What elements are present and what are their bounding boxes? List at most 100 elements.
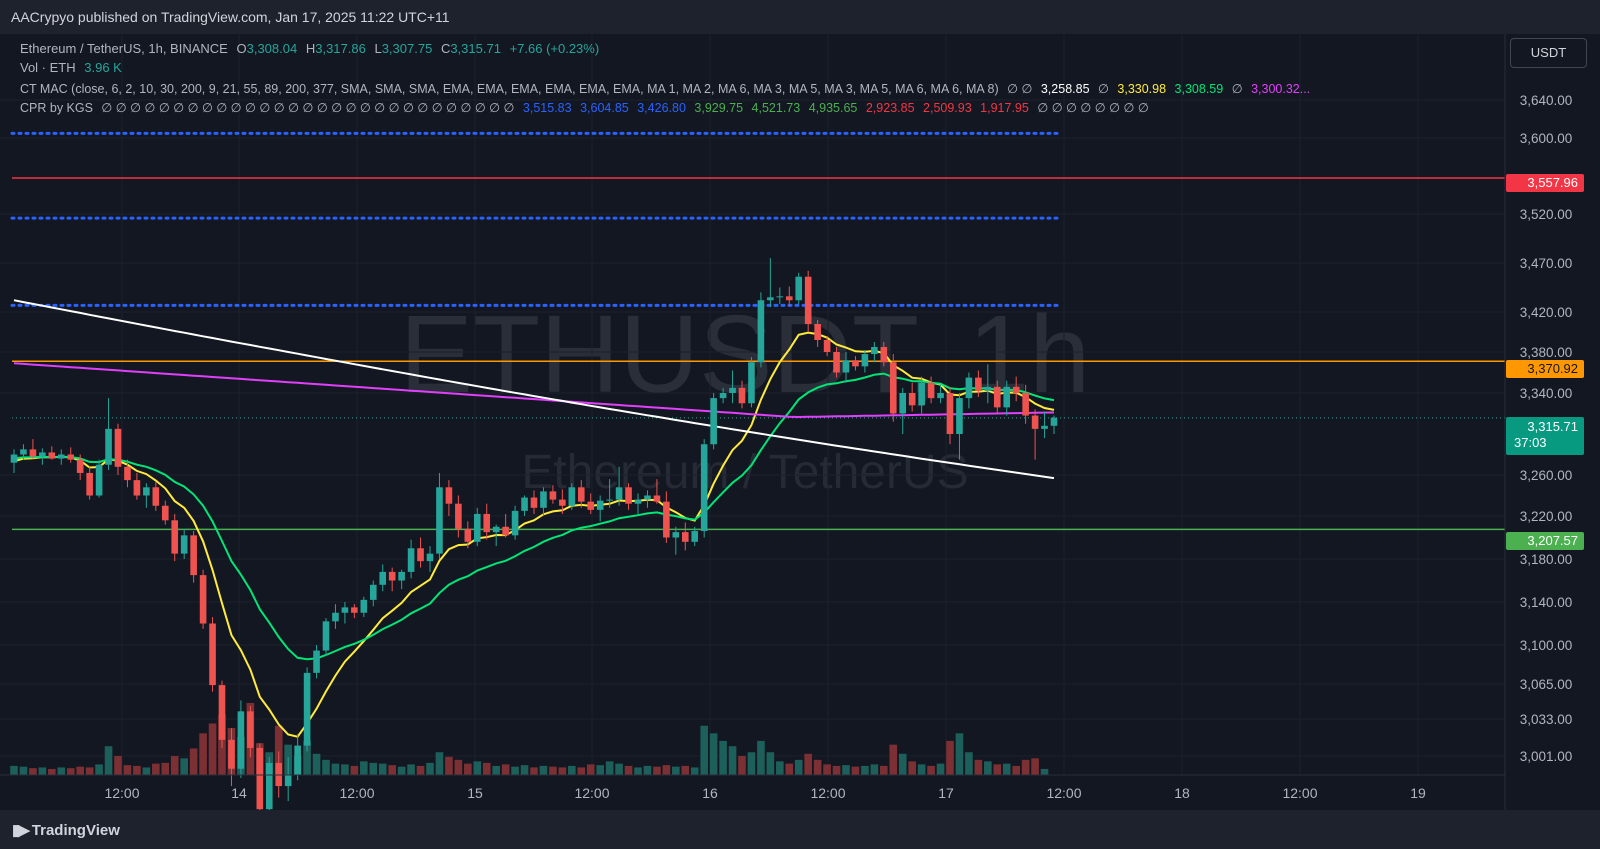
- volume-bar: [341, 764, 349, 775]
- candle: [880, 342, 888, 367]
- tv-logo-icon: ▮▶: [12, 822, 30, 839]
- candle: [39, 448, 46, 465]
- candle: [256, 743, 264, 810]
- candle: [218, 680, 226, 748]
- volume-bar: [76, 766, 84, 775]
- candle: [1041, 411, 1048, 439]
- cpr-na-values-2: ∅ ∅ ∅ ∅ ∅ ∅ ∅ ∅: [1037, 101, 1149, 115]
- candle: [663, 491, 670, 543]
- volume-bar: [1021, 759, 1030, 775]
- volume-bar: [672, 766, 680, 775]
- candle: [587, 493, 595, 514]
- candle: [379, 564, 387, 592]
- candle: [823, 336, 831, 357]
- candle: [10, 449, 18, 473]
- ma-na-value-2: ∅: [1231, 82, 1243, 96]
- candle: [1031, 409, 1039, 460]
- candle: [956, 393, 963, 460]
- open-label: O: [236, 41, 247, 56]
- candle: [871, 342, 878, 363]
- cpr-green-1: 3,929.75: [694, 101, 744, 115]
- time-tick-label: 17: [938, 785, 954, 801]
- chart-area[interactable]: [0, 34, 1600, 810]
- grid: [0, 34, 1505, 775]
- volume-bar: [946, 740, 954, 775]
- candle: [436, 472, 443, 559]
- volume-bar: [927, 765, 935, 775]
- price-tick-label: 3,140.00: [1520, 595, 1573, 610]
- volume-bar: [180, 758, 188, 775]
- candle: [549, 485, 557, 504]
- candle: [1050, 415, 1058, 434]
- candle: [710, 393, 717, 450]
- candle: [483, 503, 491, 540]
- price-tick-label: 3,420.00: [1520, 305, 1573, 320]
- volume-bar: [312, 753, 321, 775]
- volume-bar: [407, 764, 415, 775]
- volume-bar: [378, 763, 387, 775]
- volume-bar: [936, 763, 945, 775]
- legend-ma[interactable]: CT MAC (close, 6, 2, 10, 30, 200, 9, 21,…: [20, 81, 1315, 96]
- ma-na-values: ∅ ∅: [1007, 82, 1033, 96]
- last-price-badge: 3,315.71 37:03: [1506, 417, 1584, 455]
- volume-bar: [993, 764, 1002, 775]
- volume-bar: [397, 766, 406, 775]
- candle: [124, 459, 131, 488]
- ma-indicator-label: CT MAC (close, 6, 2, 10, 30, 200, 9, 21,…: [20, 82, 999, 96]
- candle: [455, 495, 462, 538]
- volume-bar: [350, 765, 359, 775]
- volume-bar: [114, 756, 122, 775]
- volume-bar: [747, 752, 756, 775]
- candle: [180, 528, 188, 559]
- high-value: 3,317.86: [315, 41, 366, 56]
- candle: [927, 376, 935, 404]
- legend-cpr[interactable]: CPR by KGS ∅ ∅ ∅ ∅ ∅ ∅ ∅ ∅ ∅ ∅ ∅ ∅ ∅ ∅ ∅…: [20, 100, 1154, 115]
- volume-bars: [10, 703, 1049, 775]
- volume-bar: [965, 752, 973, 775]
- price-tick-label: 3,100.00: [1520, 638, 1573, 653]
- volume-bar: [1040, 768, 1049, 775]
- time-tick-label: 12:00: [1282, 785, 1317, 801]
- candle: [908, 382, 916, 412]
- watermark: ETHUSDT, 1h Ethereum / TetherUS: [400, 293, 1091, 499]
- candle: [341, 602, 349, 624]
- ma-value-green: 3,308.59: [1174, 82, 1224, 96]
- volume-bar: [473, 761, 482, 775]
- volume-bar: [19, 766, 28, 775]
- candle: [993, 380, 1001, 414]
- candle: [634, 493, 642, 514]
- volume-bar: [501, 764, 510, 775]
- candle: [606, 479, 613, 508]
- cpr-green-2: 4,521.73: [751, 101, 801, 115]
- candle: [852, 356, 859, 371]
- volume-bar: [842, 765, 850, 775]
- price-axis[interactable]: 3,640.00 3,600.00 3,520.00 3,470.00 3,420.00…: [1520, 93, 1573, 764]
- legend-volume[interactable]: Vol · ETH 3.96 K: [20, 60, 127, 75]
- volume-bar: [549, 766, 557, 775]
- candle: [152, 482, 160, 511]
- volume-bar: [955, 733, 964, 775]
- price-chart[interactable]: ETHUSDT, 1h Ethereum / TetherUS 3,640.00…: [0, 34, 1600, 810]
- candle: [95, 459, 103, 498]
- candle: [133, 472, 141, 500]
- candle: [209, 617, 216, 692]
- volume-bar: [624, 765, 633, 775]
- time-axis[interactable]: 12:00 14 12:00 15 12:00 16 12:00 17 12:00 18 12:00…: [104, 785, 1426, 801]
- legend-symbol[interactable]: Ethereum / TetherUS, 1h, BINANCE: [20, 41, 228, 56]
- candle: [1003, 380, 1011, 416]
- volume-bar: [426, 762, 434, 775]
- volume-bar: [823, 764, 831, 775]
- candle: [521, 495, 528, 516]
- currency-button[interactable]: USDT: [1510, 38, 1587, 68]
- volume-bar: [861, 765, 869, 775]
- volume-bar: [634, 767, 642, 775]
- volume-bar: [586, 764, 595, 775]
- time-tick-label: 12:00: [104, 785, 139, 801]
- candles: [10, 258, 1058, 810]
- candle: [48, 446, 56, 460]
- tradingview-logo[interactable]: ▮▶ TradingView: [12, 821, 120, 839]
- volume-bar: [435, 752, 444, 775]
- volume-bar: [719, 740, 727, 775]
- volume-bar: [577, 767, 586, 775]
- volume-bar: [322, 759, 330, 775]
